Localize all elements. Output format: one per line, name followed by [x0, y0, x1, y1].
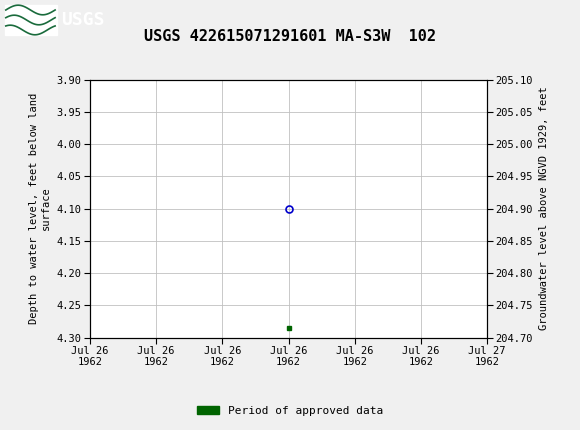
- Text: USGS: USGS: [61, 11, 104, 29]
- Text: USGS 422615071291601 MA-S3W  102: USGS 422615071291601 MA-S3W 102: [144, 29, 436, 44]
- Bar: [5, 5, 57, 35]
- Y-axis label: Groundwater level above NGVD 1929, feet: Groundwater level above NGVD 1929, feet: [539, 87, 549, 330]
- Legend: Period of approved data: Period of approved data: [193, 401, 387, 420]
- Y-axis label: Depth to water level, feet below land
surface: Depth to water level, feet below land su…: [28, 93, 51, 324]
